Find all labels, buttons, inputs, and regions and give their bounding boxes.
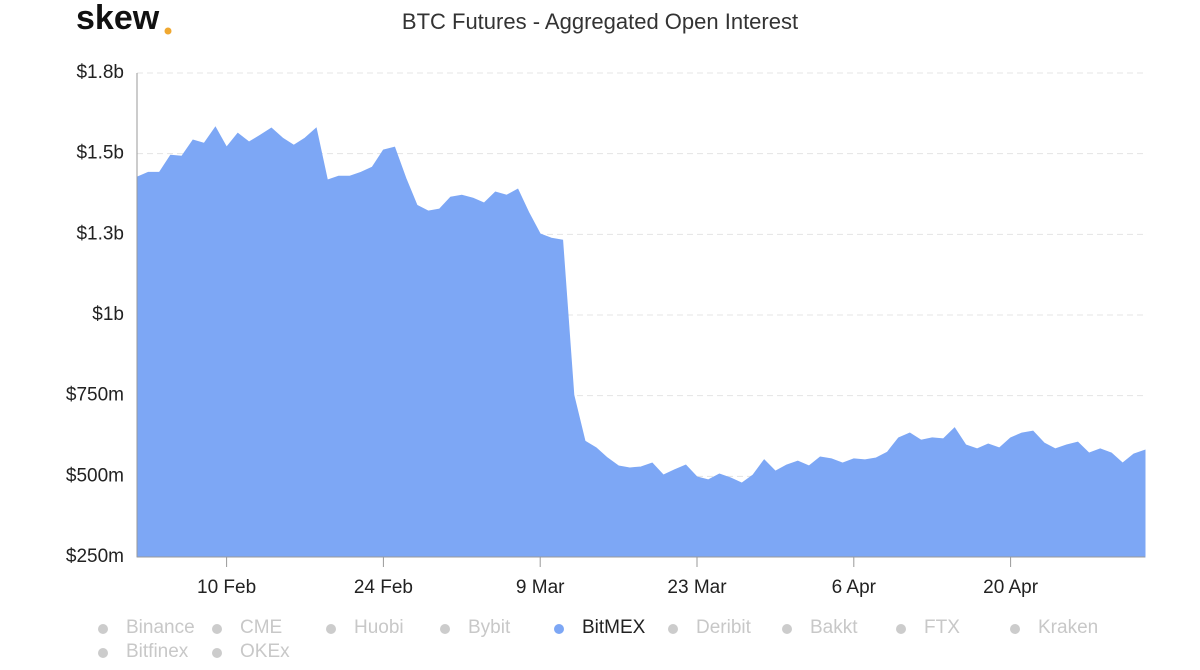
- legend-marker[interactable]: [98, 648, 108, 658]
- logo-dot: [164, 27, 172, 35]
- legend-label[interactable]: Huobi: [354, 617, 404, 638]
- legend-label[interactable]: CME: [240, 617, 282, 638]
- legend-label[interactable]: BitMEX: [582, 617, 646, 638]
- x-tick-label: 24 Feb: [354, 577, 413, 598]
- legend-marker[interactable]: [98, 624, 108, 634]
- legend-label[interactable]: Binance: [126, 617, 195, 638]
- x-tick-label: 20 Apr: [983, 577, 1039, 598]
- legend-label[interactable]: Bitfinex: [126, 641, 189, 662]
- y-tick-label: $250m: [66, 546, 124, 567]
- x-tick-label: 10 Feb: [197, 577, 256, 598]
- legend-label[interactable]: Deribit: [696, 617, 752, 638]
- area: [136, 126, 1146, 558]
- y-tick-label: $1.3b: [76, 223, 124, 244]
- legend-marker[interactable]: [1010, 624, 1020, 634]
- x-tick-label: 23 Mar: [667, 577, 727, 598]
- y-tick-label: $750m: [66, 385, 124, 406]
- legend-marker[interactable]: [440, 624, 450, 634]
- legend-marker[interactable]: [896, 624, 906, 634]
- legend-label[interactable]: Kraken: [1038, 617, 1098, 638]
- y-tick-label: $500m: [66, 465, 124, 486]
- x-tick-label: 6 Apr: [832, 577, 877, 598]
- logo: skew: [76, 0, 160, 37]
- legend-label[interactable]: FTX: [924, 617, 960, 638]
- legend-label[interactable]: Bybit: [468, 617, 511, 638]
- y-tick-label: $1.5b: [76, 143, 124, 164]
- y-tick-label: $1.8b: [76, 62, 124, 83]
- legend-marker[interactable]: [212, 624, 222, 634]
- legend-label[interactable]: Bakkt: [810, 617, 858, 638]
- legend-marker[interactable]: [212, 648, 222, 658]
- legend-marker[interactable]: [326, 624, 336, 634]
- y-tick-label: $1b: [92, 304, 124, 325]
- legend-marker[interactable]: [554, 624, 564, 634]
- x-tick-label: 9 Mar: [516, 577, 565, 598]
- legend-marker[interactable]: [668, 624, 678, 634]
- legend-label[interactable]: OKEx: [240, 641, 290, 662]
- legend-marker[interactable]: [782, 624, 792, 634]
- chart-title: BTC Futures - Aggregated Open Interest: [402, 9, 798, 34]
